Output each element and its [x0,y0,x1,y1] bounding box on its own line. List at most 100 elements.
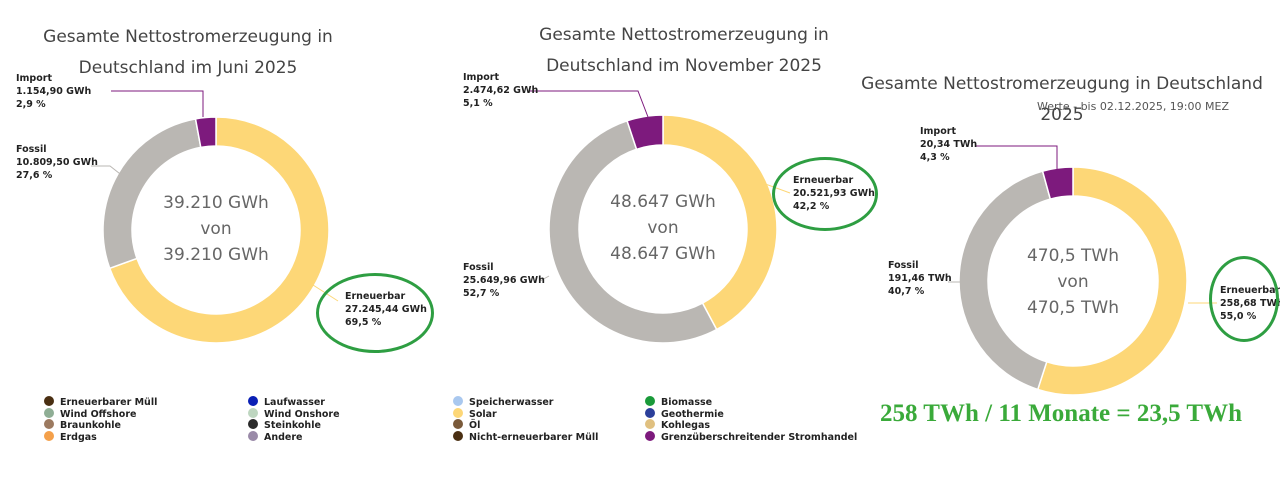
chart-2-highlight-circle [772,157,878,231]
chart-1-title-line1: Gesamte Nettostromerzeugung in [43,27,333,47]
annotation-text: 258 TWh / 11 Monate = 23,5 TWh [880,400,1242,427]
label-percent: 2,9 % [16,99,46,110]
legend-marker-icon [453,407,463,418]
label-value: 10.809,50 GWh [16,157,98,168]
legend-item[interactable]: Laufwasser [248,396,325,408]
chart-2-center: 48.647 GWh von 48.647 GWh [583,189,743,267]
legend-item[interactable]: Biomasse [645,396,712,408]
chart-3-slice-import [1041,166,1074,201]
label-name: Fossil [888,260,919,271]
legend-marker-icon [645,396,655,406]
legend-item[interactable]: Speicherwasser [453,396,554,408]
label-value: 25.649,96 GWh [463,275,545,286]
chart-3-highlight-circle [1209,256,1279,342]
legend-item[interactable]: Braunkohle [44,419,121,431]
chart-2-center-of: von [647,218,679,238]
label-value: 2.474,62 GWh [463,85,539,96]
chart-1-highlight-circle [316,273,434,353]
chart-1-center-value: 39.210 GWh [163,193,269,213]
legend-label: Braunkohle [60,420,121,431]
legend-item[interactable]: Erneuerbarer Müll [44,396,157,408]
chart-1-title-line2: Deutschland im Juni 2025 [78,58,298,78]
legend-item[interactable]: Grenzüberschreitender Stromhandel [645,430,858,443]
chart-2-center-total: 48.647 GWh [610,244,716,264]
chart-2-label-import: Import 2.474,62 GWh 5,1 % [463,71,538,110]
label-name: Import [463,72,499,83]
legend-marker-icon [248,430,258,441]
chart-1-label-fossil: Fossil 10.809,50 GWh 27,6 % [16,143,98,182]
chart-2-title-line1: Gesamte Nettostromerzeugung in [539,25,829,45]
chart-1-center: 39.210 GWh von 39.210 GWh [136,190,296,268]
label-name: Fossil [16,144,47,155]
legend-marker-icon [248,407,258,418]
chart-3-center-value: 470,5 TWh [1026,246,1120,266]
label-value: 20,34 TWh [920,139,978,150]
chart-3-center: 470,5 TWh von 470,5 TWh [993,243,1153,321]
label-percent: 5,1 % [463,98,493,109]
chart-1-slice-import [194,116,217,149]
label-name: Fossil [463,262,494,273]
label-percent: 27,6 % [16,170,53,181]
legend-item[interactable]: Nicht-erneuerbarer Müll [453,430,598,443]
label-percent: 40,7 % [888,286,925,297]
legend-label: Öl [469,420,481,431]
legend-marker-icon [453,430,463,441]
legend-item[interactable]: Wind Offshore [44,407,137,420]
legend-label: Speicherwasser [469,397,554,408]
chart-2-title-line2: Deutschland im November 2025 [546,56,822,76]
chart-3-label-fossil: Fossil 191,46 TWh 40,7 % [888,259,952,298]
legend-label: Laufwasser [264,397,325,408]
legend-marker-icon [645,419,655,429]
legend-marker-icon [44,396,54,406]
legend-label: Geothermie [661,408,724,420]
chart-1-leader-line [111,90,204,117]
legend-marker-icon [453,419,463,429]
chart-2-title: Gesamte Nettostromerzeugung in Deutschla… [524,20,844,82]
legend-item[interactable]: Wind Onshore [248,407,340,420]
legend-item[interactable]: Kohlegas [645,419,710,431]
legend-label: Andere [264,431,303,443]
legend-label: Wind Onshore [264,408,340,420]
chart-3-leader-line [975,145,1058,169]
legend-label: Erneuerbarer Müll [60,397,158,408]
legend-label: Solar [469,408,497,420]
label-value: 191,46 TWh [888,273,952,284]
chart-2-slice-import [626,114,664,151]
legend-item[interactable]: Andere [248,430,303,443]
chart-3-title-line1: Gesamte Nettostromerzeugung in Deutschla… [861,74,1263,125]
legend-item[interactable]: Öl [453,419,480,431]
label-name: Import [16,73,52,84]
label-percent: 4,3 % [920,152,950,163]
chart-3-center-of: von [1057,272,1089,292]
legend-label: Kohlegas [661,420,711,431]
label-value: 1.154,90 GWh [16,86,92,97]
legend-label: Grenzüberschreitender Stromhandel [661,431,858,443]
legend-label: Steinkohle [264,420,321,431]
legend-marker-icon [645,430,655,441]
label-percent: 52,7 % [463,288,500,299]
legend-label: Biomasse [661,397,713,408]
chart-3-center-total: 470,5 TWh [1026,298,1120,318]
chart-3-title: Gesamte Nettostromerzeugung in Deutschla… [852,69,1272,131]
chart-3-subtitle: Werte - bis 02.12.2025, 19:00 MEZ [1037,100,1229,113]
legend-marker-icon [248,419,258,429]
legend-marker-icon [44,407,54,418]
legend-marker-icon [453,396,463,406]
legend-item[interactable]: Steinkohle [248,419,321,431]
chart-1-center-of: von [200,219,232,239]
chart-1-label-import: Import 1.154,90 GWh 2,9 % [16,72,91,111]
chart-3-label-import: Import 20,34 TWh 4,3 % [920,125,977,164]
legend-item[interactable]: Erdgas [44,430,97,443]
legend-item[interactable]: Solar [453,407,497,420]
legend-item[interactable]: Geothermie [645,407,724,420]
legend-marker-icon [44,419,54,429]
legend-label: Erdgas [60,431,97,443]
legend-label: Wind Offshore [60,408,137,420]
legend-marker-icon [645,407,655,418]
legend-marker-icon [44,430,54,441]
chart-1-title: Gesamte Nettostromerzeugung in Deutschla… [28,22,348,84]
chart-1-center-total: 39.210 GWh [163,245,269,265]
label-name: Import [920,126,956,137]
chart-2-center-value: 48.647 GWh [610,192,716,212]
chart-2-label-fossil: Fossil 25.649,96 GWh 52,7 % [463,261,545,300]
